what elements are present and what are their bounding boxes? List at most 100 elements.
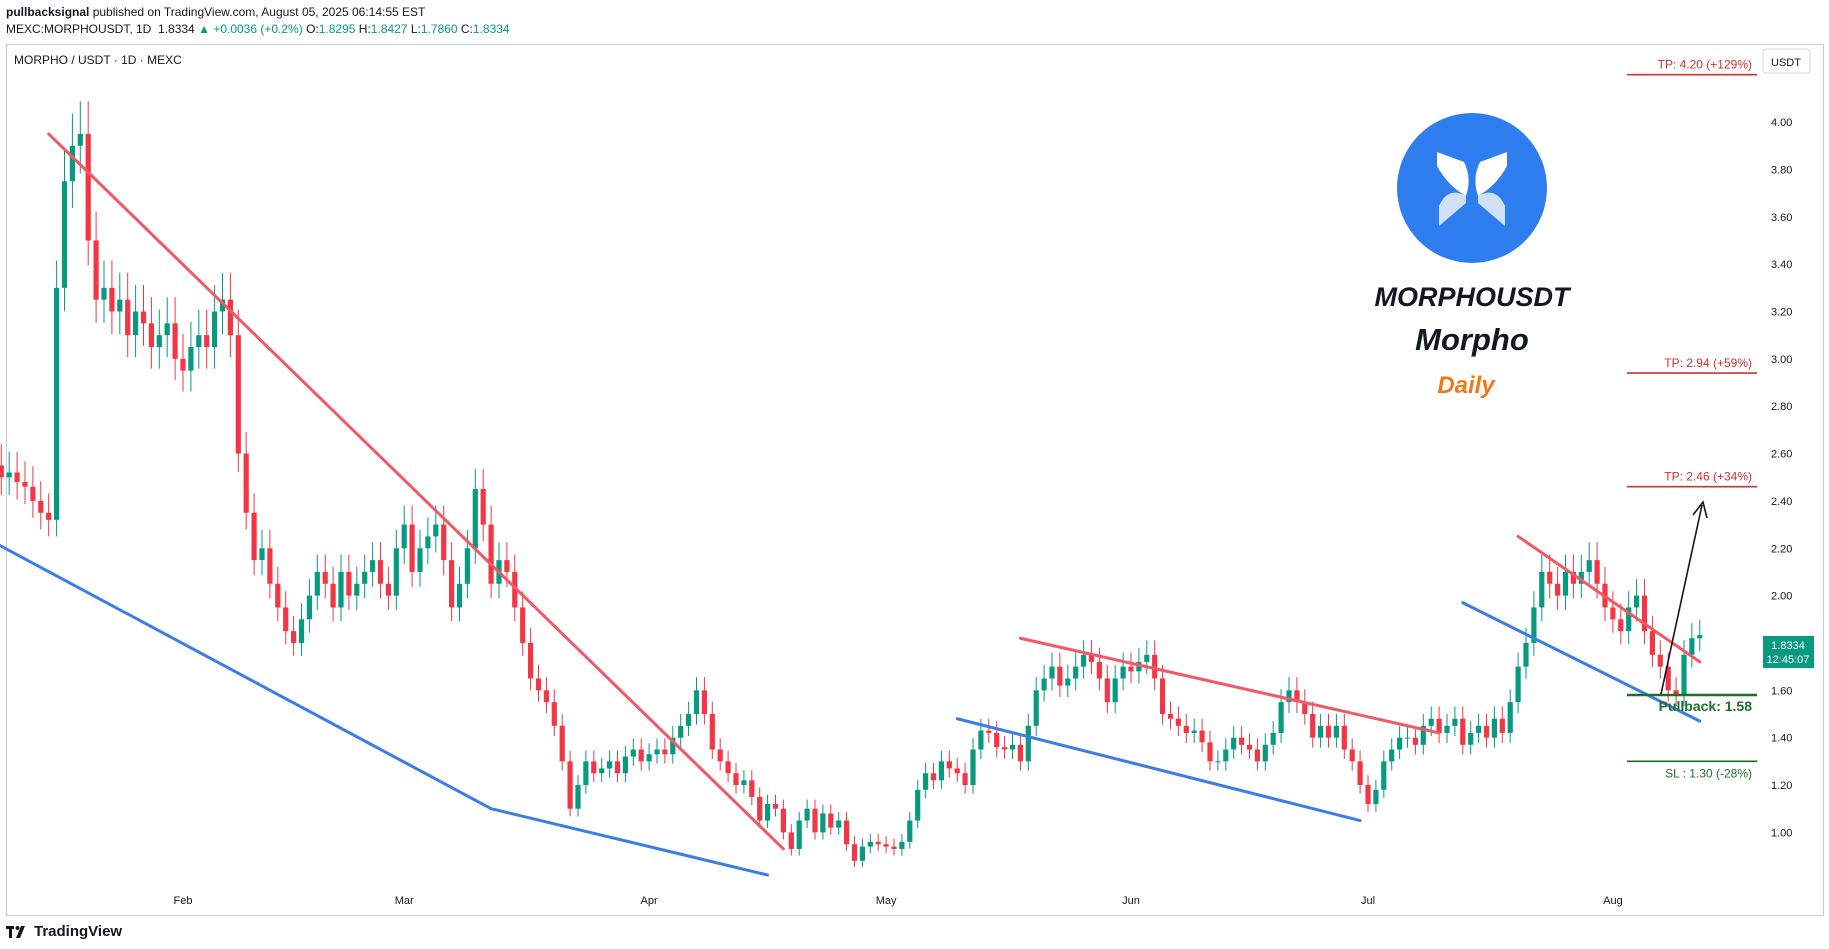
- candle-body: [567, 761, 573, 809]
- candle-body: [1499, 718, 1505, 733]
- candle-body: [69, 145, 75, 182]
- candle-body: [1507, 702, 1513, 733]
- candle-body: [1444, 725, 1450, 733]
- candle-body: [607, 761, 613, 769]
- chart-title: MORPHO / USDT · 1D · MEXC: [14, 53, 182, 67]
- candle-body: [923, 773, 929, 790]
- y-tick-label: 3.00: [1771, 354, 1792, 366]
- candle-body: [38, 500, 44, 513]
- price-tag[interactable]: [1763, 636, 1814, 668]
- candle-body: [733, 773, 739, 786]
- candle-body: [54, 287, 60, 520]
- candle-body: [1017, 744, 1023, 762]
- logo-ticker: MORPHOUSDT: [1375, 282, 1573, 312]
- candle-body: [1412, 737, 1418, 745]
- candle-body: [828, 813, 834, 828]
- x-tick-label: Mar: [395, 895, 414, 907]
- candle-body: [599, 768, 605, 774]
- candle-body: [678, 725, 684, 738]
- candle-body: [196, 335, 202, 348]
- up-triangle-icon: ▲: [198, 22, 210, 36]
- currency-box[interactable]: [1762, 48, 1811, 74]
- candle-body: [1152, 654, 1158, 679]
- y-tick-label: 3.40: [1771, 259, 1792, 271]
- y-tick-label: 1.60: [1771, 685, 1792, 697]
- candle-body: [140, 311, 147, 324]
- candle-body: [1349, 749, 1355, 762]
- candle-body: [820, 813, 826, 833]
- candle-body: [93, 240, 99, 300]
- candle-body: [1167, 714, 1174, 719]
- y-tick-label: 1.00: [1771, 827, 1792, 839]
- candle-body: [204, 335, 210, 348]
- candle-body: [875, 841, 881, 845]
- candle-body: [1665, 666, 1671, 691]
- candle-body: [670, 737, 676, 755]
- candle-body: [1547, 571, 1553, 584]
- candle-body: [393, 548, 399, 596]
- candle-body: [148, 323, 154, 348]
- candle-body: [22, 481, 28, 487]
- candle-body: [370, 560, 376, 572]
- price-tag-value: 1.8334: [1771, 640, 1805, 652]
- candle-body: [1523, 642, 1529, 667]
- candle-body: [1199, 730, 1205, 743]
- candle-body: [1144, 654, 1150, 662]
- candle-body: [535, 678, 542, 691]
- candle-body: [291, 631, 297, 643]
- candle-body: [1073, 666, 1079, 679]
- candle-body: [1041, 678, 1047, 691]
- resistance-trendline: [1516, 534, 1702, 664]
- candle-body: [796, 820, 802, 849]
- y-tick-label: 1.40: [1771, 733, 1792, 745]
- price-change: +0.0036 (+0.2%): [213, 22, 303, 36]
- ohlc-line: MEXC:MORPHOUSDT, 1D 1.8334 ▲ +0.0036 (+0…: [6, 22, 510, 36]
- candle-body: [283, 607, 289, 632]
- candle-body: [1689, 638, 1695, 655]
- candle-body: [654, 749, 660, 755]
- tradingview-icon: [6, 925, 25, 938]
- candle-body: [741, 780, 747, 786]
- candle-body: [133, 311, 139, 336]
- x-tick-label: Feb: [174, 895, 193, 907]
- candle-body: [456, 583, 463, 608]
- y-tick-label: 3.20: [1771, 307, 1792, 319]
- candle-body: [1539, 571, 1545, 608]
- support-trendline: [955, 717, 1362, 823]
- candle-body: [883, 844, 889, 847]
- candle-body: [986, 730, 992, 733]
- candle-body: [1318, 725, 1324, 738]
- candle-body: [417, 548, 423, 572]
- candle-body: [30, 486, 36, 501]
- candle-body: [622, 756, 628, 774]
- candle-body: [1057, 666, 1063, 686]
- candle-body: [306, 595, 312, 620]
- candle-body: [1254, 749, 1260, 762]
- y-tick-label: 1.20: [1771, 780, 1792, 792]
- candle-body: [1231, 737, 1237, 750]
- candle-body: [804, 808, 810, 821]
- support-trendline: [1461, 601, 1702, 723]
- candle-body: [125, 299, 131, 336]
- y-tick-label: 2.00: [1771, 591, 1792, 603]
- candle-body: [401, 524, 407, 549]
- candle-body: [6, 472, 12, 478]
- candle-body: [757, 796, 763, 821]
- candle-body: [899, 841, 905, 849]
- y-tick-label: 2.20: [1771, 543, 1792, 555]
- candle-body: [117, 299, 123, 312]
- candle-body: [520, 607, 526, 643]
- candle-body: [275, 583, 281, 608]
- candle-body: [243, 453, 249, 513]
- candle-body: [1452, 718, 1458, 726]
- footer-logo[interactable]: TradingView: [6, 923, 122, 940]
- footer-brand: TradingView: [34, 923, 123, 940]
- candle-body: [1594, 560, 1600, 584]
- price-tag-countdown: 12:45:07: [1767, 654, 1810, 666]
- author[interactable]: pullbacksignal: [6, 5, 90, 19]
- candle-body: [259, 548, 265, 561]
- candle-body: [1476, 725, 1482, 733]
- candle-body: [1468, 732, 1474, 745]
- candle-body: [298, 619, 305, 643]
